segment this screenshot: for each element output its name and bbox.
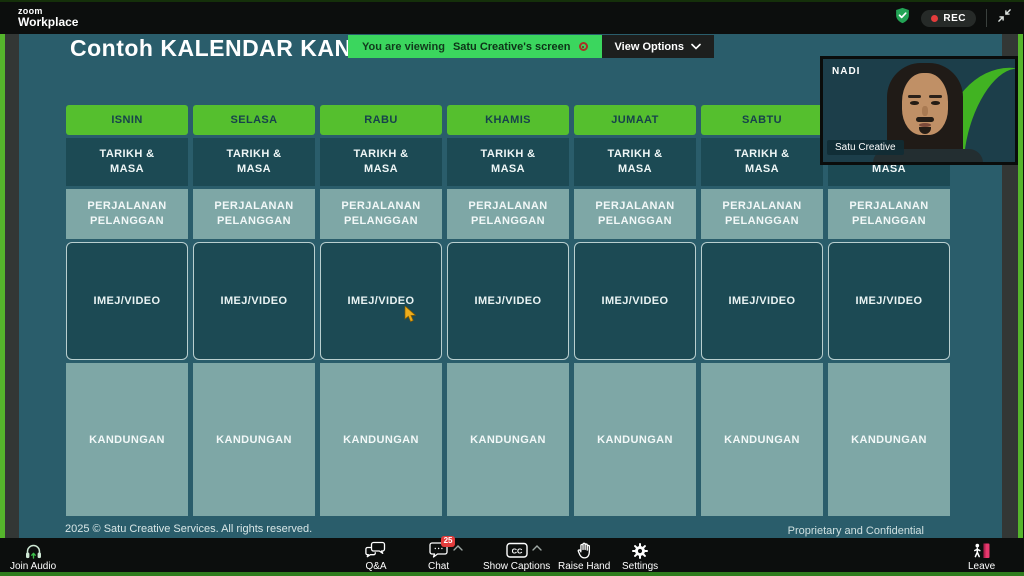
day-header: JUMAAT [574,105,696,135]
chat-button[interactable]: 25 Chat [428,536,463,572]
media-cell: IMEJ/VIDEO [320,242,442,360]
recording-label: REC [943,12,966,24]
qa-bubbles-icon [365,541,387,560]
meeting-control-bar: Join Audio Q&A 25 C [0,536,1024,576]
day-header: KHAMIS [447,105,569,135]
chat-menu-caret-icon[interactable] [452,545,463,551]
calendar-column-selasa: SELASA TARIKH & MASA PERJALANAN PELANGGA… [193,105,315,516]
screen-share-border-left [5,34,19,538]
encryption-shield-icon [894,7,911,29]
raise-hand-icon [575,541,594,560]
journey-cell: PERJALANAN PELANGGAN [701,189,823,239]
record-ring-icon [578,42,588,51]
journey-cell: PERJALANAN PELANGGAN [320,189,442,239]
media-cell: IMEJ/VIDEO [66,242,188,360]
journey-cell: PERJALANAN PELANGGAN [574,189,696,239]
recording-dot-icon [931,14,939,22]
qa-label: Q&A [365,561,387,572]
content-cell: KANDUNGAN [447,363,569,516]
svg-text:CC: CC [511,547,522,556]
view-options-button[interactable]: View Options [601,35,714,58]
calendar-column-rabu: RABU TARIKH & MASA PERJALANAN PELANGGAN … [320,105,442,516]
datetime-cell: TARIKH & MASA [574,138,696,186]
zoom-workplace-logo: zoom Workplace [18,6,79,30]
journey-cell: PERJALANAN PELANGGAN [66,189,188,239]
media-cell: IMEJ/VIDEO [828,242,950,360]
viewing-prefix-label: You are viewing [362,40,445,53]
leave-door-icon [972,541,991,560]
calendar-column-jumaat: JUMAAT TARIKH & MASA PERJALANAN PELANGGA… [574,105,696,516]
view-options-label: View Options [614,40,684,53]
chat-label: Chat [428,561,450,572]
day-header: ISNIN [66,105,188,135]
journey-cell: PERJALANAN PELANGGAN [828,189,950,239]
viewing-screen-name: Satu Creative's screen [452,40,571,53]
content-cell: KANDUNGAN [193,363,315,516]
topbar-divider [986,9,987,27]
settings-button[interactable]: Settings [622,541,658,572]
chat-bubble-icon: 25 [428,536,463,560]
show-captions-label: Show Captions [483,561,551,572]
join-audio-label: Join Audio [10,561,57,572]
participant-name-tag: Satu Creative [827,140,904,155]
recording-indicator: REC [921,9,976,27]
media-cell: IMEJ/VIDEO [701,242,823,360]
headphones-icon [24,541,43,560]
day-header: RABU [320,105,442,135]
slide-copyright: 2025 © Satu Creative Services. All right… [65,523,313,535]
settings-label: Settings [622,561,659,572]
qa-button[interactable]: Q&A [365,541,387,572]
participant-video-tile[interactable]: NADI Satu Creative [820,56,1018,165]
slide-confidential-note: Proprietary and Confidential [787,525,924,537]
viewing-screen-banner: You are viewing Satu Creative's screen [348,35,602,58]
datetime-cell: TARIKH & MASA [320,138,442,186]
journey-cell: PERJALANAN PELANGGAN [193,189,315,239]
content-cell: KANDUNGAN [701,363,823,516]
content-cell: KANDUNGAN [574,363,696,516]
logo-line-zoom: zoom [18,6,43,16]
leave-meeting-button[interactable]: Leave [968,541,995,572]
meeting-top-bar: zoom Workplace REC [0,0,1024,34]
leave-label: Leave [968,561,996,572]
content-calendar-table: ISNIN TARIKH & MASA PERJALANAN PELANGGAN… [66,105,950,516]
logo-line-workplace: Workplace [18,15,79,30]
calendar-column-7: TARIKH & MASA PERJALANAN PELANGGAN IMEJ/… [828,105,950,516]
content-cell: KANDUNGAN [828,363,950,516]
join-audio-button[interactable]: Join Audio [10,541,56,572]
journey-cell: PERJALANAN PELANGGAN [447,189,569,239]
screen-share-edge-bottom [0,572,1024,576]
day-header: SABTU [701,105,823,135]
chat-unread-badge: 25 [440,536,456,547]
content-cell: KANDUNGAN [66,363,188,516]
chevron-down-icon [691,43,701,50]
datetime-cell: TARIKH & MASA [701,138,823,186]
remote-mouse-cursor [404,306,417,323]
media-cell: IMEJ/VIDEO [193,242,315,360]
datetime-cell: TARIKH & MASA [193,138,315,186]
calendar-column-khamis: KHAMIS TARIKH & MASA PERJALANAN PELANGGA… [447,105,569,516]
screen-share-edge-right [1018,34,1023,572]
show-captions-button[interactable]: CC Show Captions [483,541,550,572]
calendar-column-sabtu: SABTU TARIKH & MASA PERJALANAN PELANGGAN… [701,105,823,516]
media-cell: IMEJ/VIDEO [574,242,696,360]
day-header: SELASA [193,105,315,135]
datetime-cell: TARIKH & MASA [447,138,569,186]
raise-hand-label: Raise Hand [558,561,611,572]
media-cell: IMEJ/VIDEO [447,242,569,360]
captions-menu-caret-icon[interactable] [531,545,542,551]
video-watermark: NADI [832,66,861,77]
exit-fullscreen-icon[interactable] [997,8,1012,28]
screen-share-edge-left [0,34,5,572]
closed-captions-icon: CC [505,541,542,560]
datetime-cell: TARIKH & MASA [66,138,188,186]
content-cell: KANDUNGAN [320,363,442,516]
gear-icon [631,541,649,560]
raise-hand-button[interactable]: Raise Hand [558,541,610,572]
calendar-column-isnin: ISNIN TARIKH & MASA PERJALANAN PELANGGAN… [66,105,188,516]
